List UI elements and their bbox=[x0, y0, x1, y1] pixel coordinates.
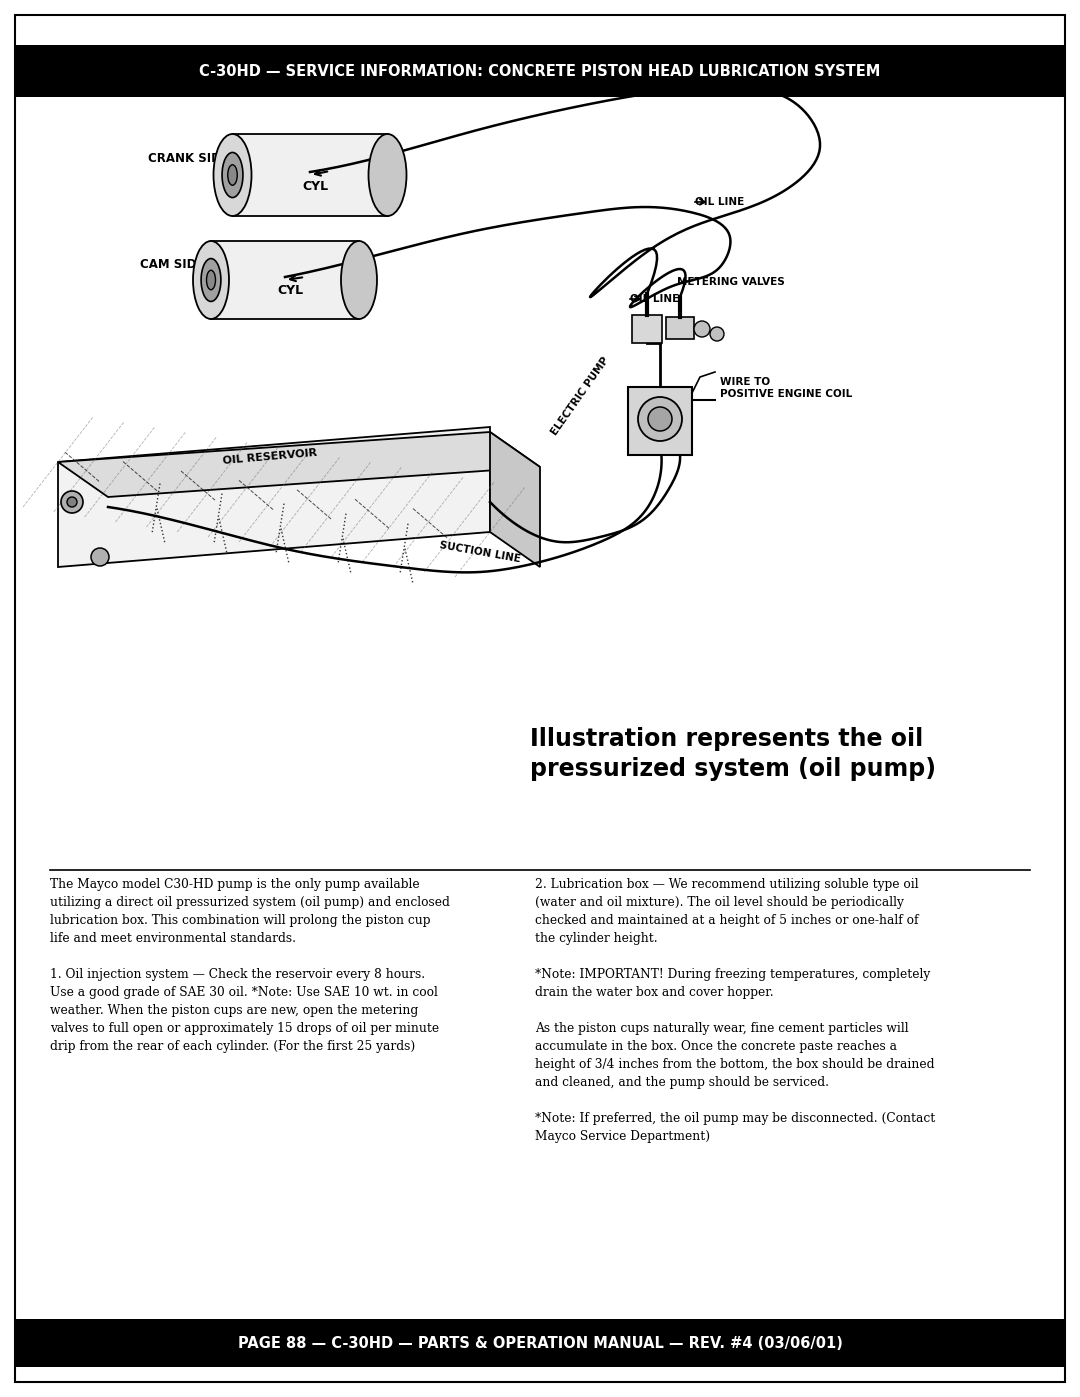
Text: PAGE 88 — C-30HD — PARTS & OPERATION MANUAL — REV. #4 (03/06/01): PAGE 88 — C-30HD — PARTS & OPERATION MAN… bbox=[238, 1336, 842, 1351]
Text: C-30HD — SERVICE INFORMATION: CONCRETE PISTON HEAD LUBRICATION SYSTEM: C-30HD — SERVICE INFORMATION: CONCRETE P… bbox=[200, 63, 880, 78]
Text: 2. Lubrication box — We recommend utilizing soluble type oil
(water and oil mixt: 2. Lubrication box — We recommend utiliz… bbox=[535, 877, 935, 1143]
Ellipse shape bbox=[201, 258, 221, 302]
Bar bbox=[627, 387, 692, 455]
Text: CRANK SIDE: CRANK SIDE bbox=[148, 152, 229, 165]
Text: Illustration represents the oil
pressurized system (oil pump): Illustration represents the oil pressuri… bbox=[530, 726, 936, 781]
Ellipse shape bbox=[638, 397, 681, 441]
Bar bbox=[632, 314, 662, 344]
Circle shape bbox=[710, 327, 724, 341]
Text: OIL RESERVOIR: OIL RESERVOIR bbox=[222, 448, 318, 467]
Ellipse shape bbox=[222, 152, 243, 197]
Bar bbox=[666, 317, 694, 339]
Bar bbox=[15, 1319, 1065, 1368]
Text: OIL LINE: OIL LINE bbox=[696, 197, 744, 207]
Text: WIRE TO
POSITIVE ENGINE COIL: WIRE TO POSITIVE ENGINE COIL bbox=[720, 377, 852, 400]
Text: The Mayco model C30-HD pump is the only pump available
utilizing a direct oil pr: The Mayco model C30-HD pump is the only … bbox=[50, 877, 450, 1053]
Ellipse shape bbox=[648, 407, 672, 432]
Bar bbox=[211, 242, 359, 319]
Bar bbox=[232, 134, 388, 217]
Polygon shape bbox=[58, 427, 490, 567]
Ellipse shape bbox=[341, 242, 377, 319]
Polygon shape bbox=[58, 432, 540, 497]
Circle shape bbox=[60, 490, 83, 513]
Text: ELECTRIC PUMP: ELECTRIC PUMP bbox=[550, 355, 611, 437]
Text: CYL: CYL bbox=[302, 180, 328, 194]
Text: CAM SIDE: CAM SIDE bbox=[140, 258, 204, 271]
Ellipse shape bbox=[368, 134, 406, 217]
Circle shape bbox=[91, 548, 109, 566]
Text: SUCTION LINE: SUCTION LINE bbox=[438, 539, 522, 564]
Circle shape bbox=[67, 497, 77, 507]
Polygon shape bbox=[490, 432, 540, 567]
Ellipse shape bbox=[206, 270, 216, 289]
Text: CYL: CYL bbox=[276, 284, 303, 296]
Text: OIL LINE: OIL LINE bbox=[630, 293, 679, 305]
Ellipse shape bbox=[214, 134, 252, 217]
Bar bbox=[15, 45, 1065, 96]
Ellipse shape bbox=[193, 242, 229, 319]
Circle shape bbox=[694, 321, 710, 337]
Text: METERING VALVES: METERING VALVES bbox=[677, 277, 785, 286]
Ellipse shape bbox=[228, 165, 238, 186]
